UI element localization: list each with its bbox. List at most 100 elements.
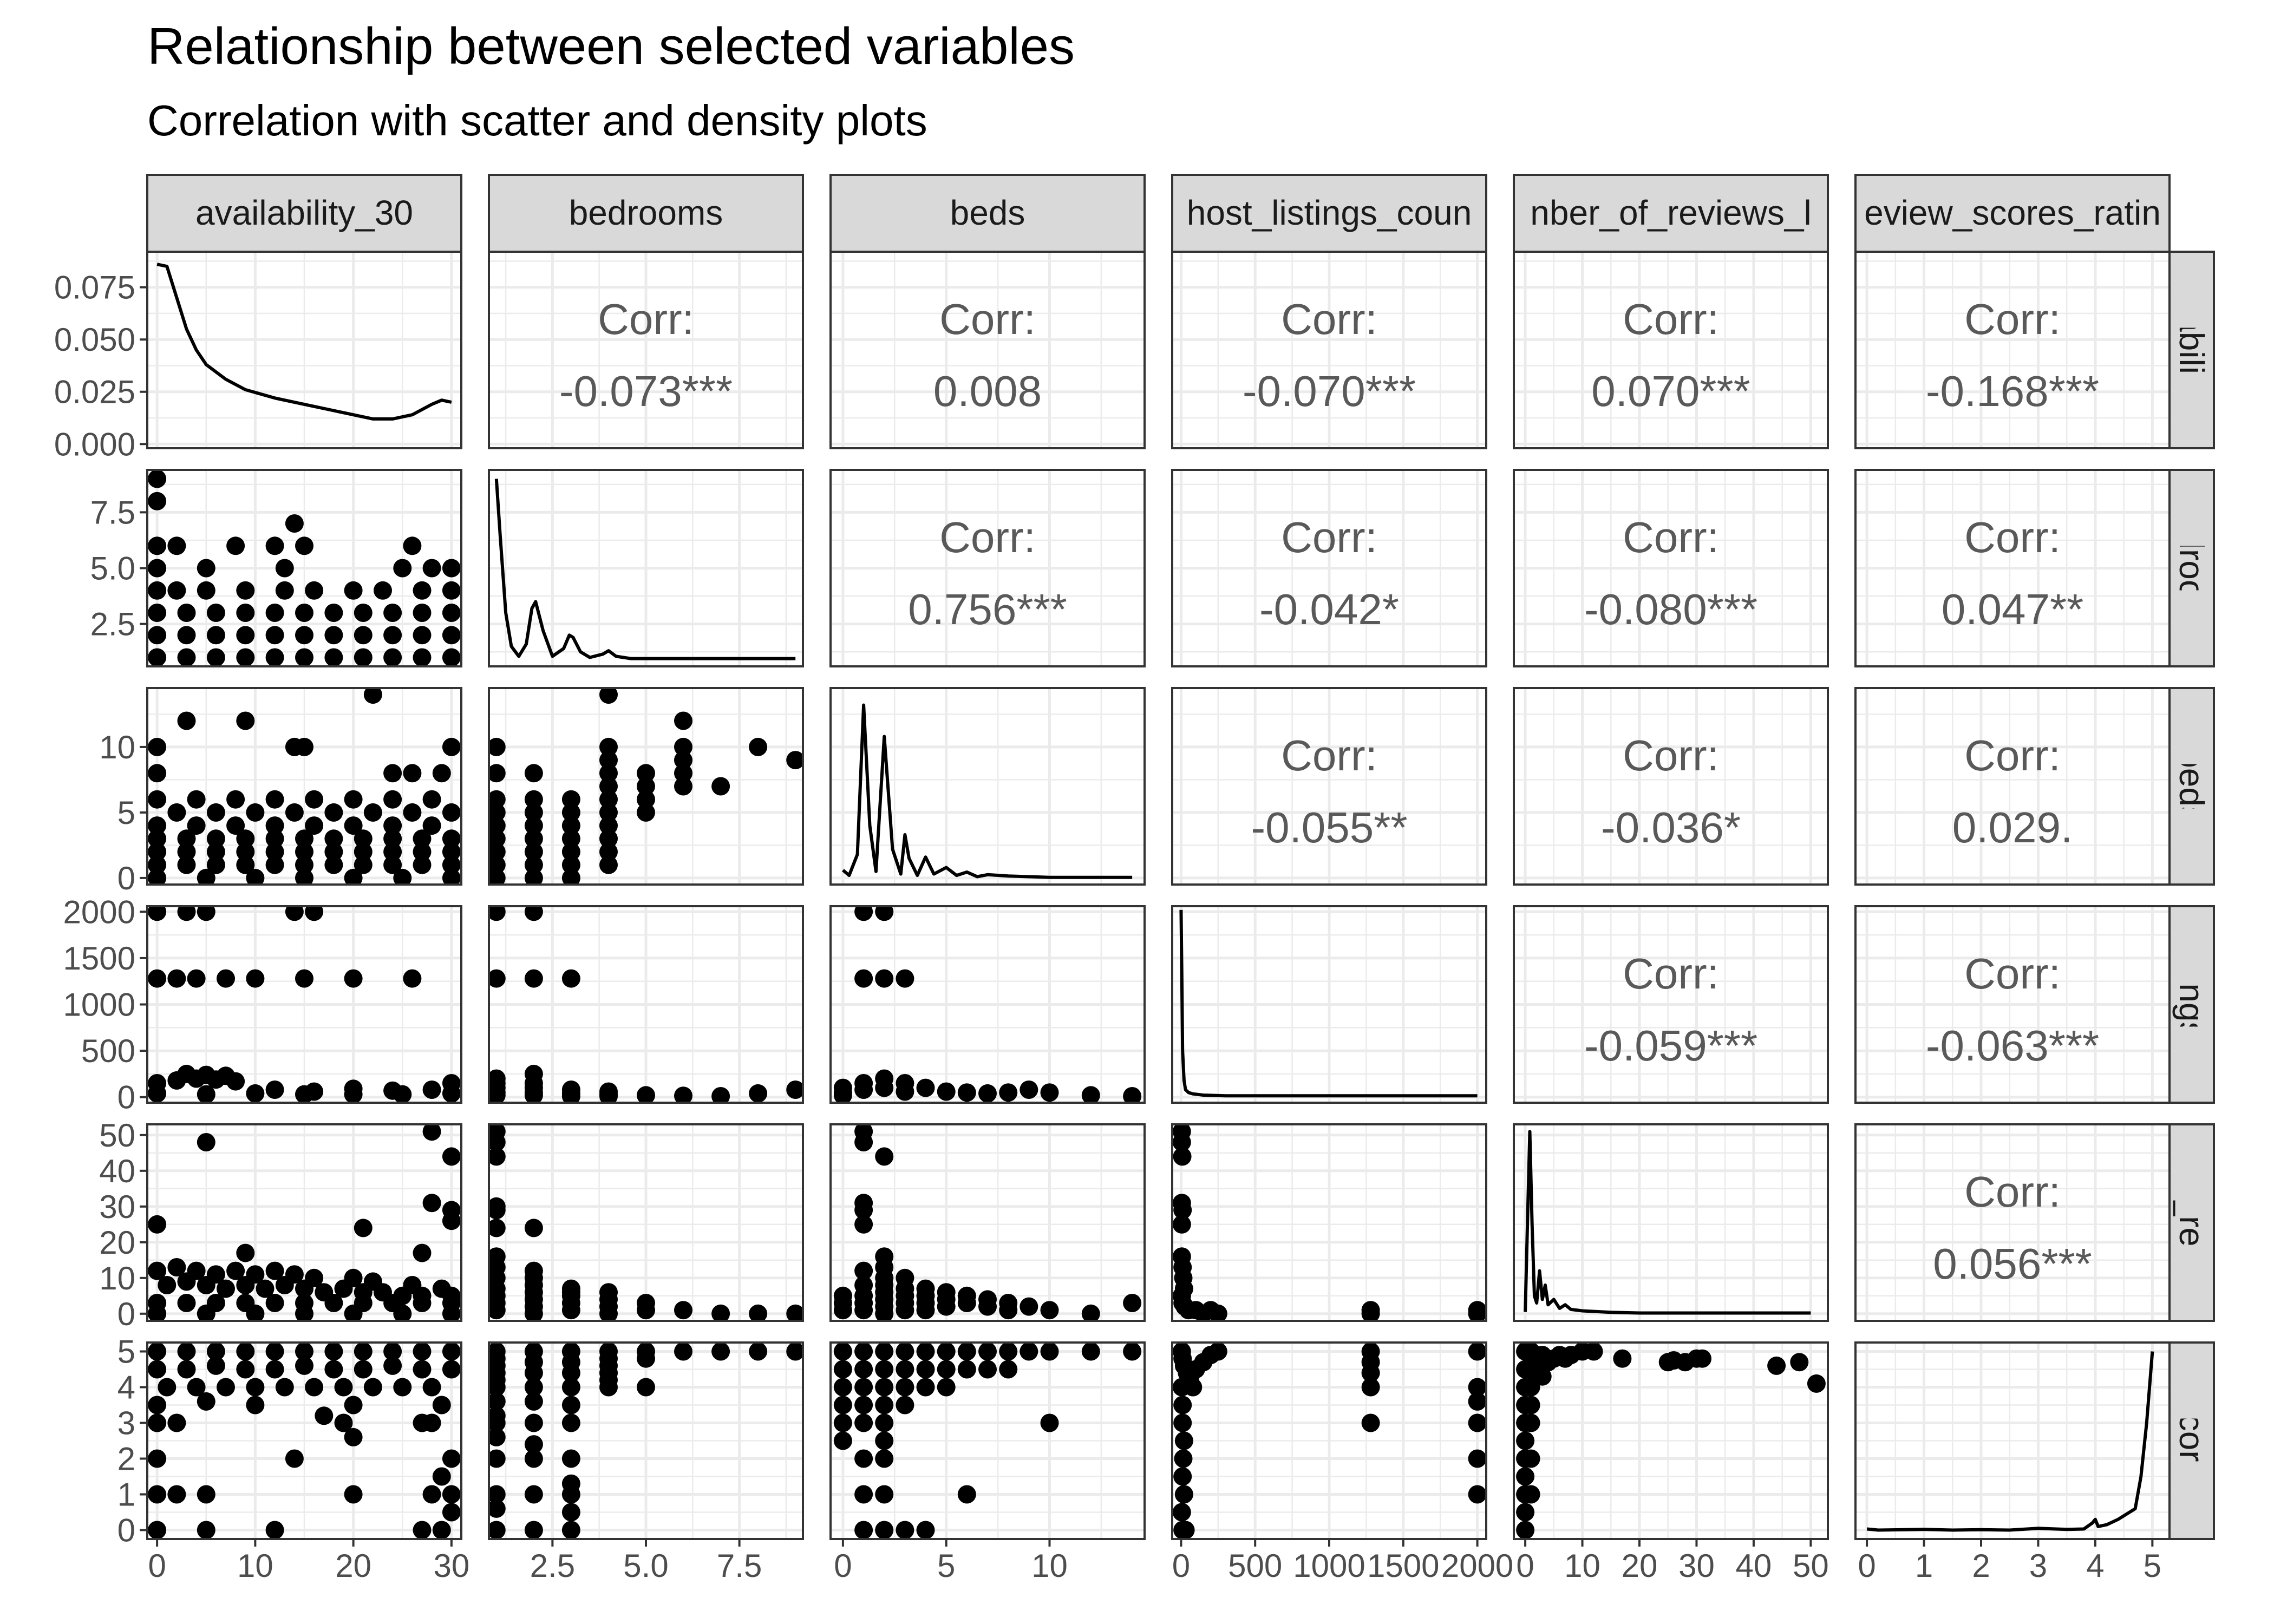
x-axis-5: 0 1 2 3 4 5 [1858,1539,2161,1584]
scatter-point [1040,1301,1059,1320]
scatter-point [422,559,441,578]
scatter-point [786,1081,803,1099]
panel-border [146,251,462,449]
x-tick-label: 2.5 [530,1548,575,1584]
scatter-point [875,969,894,988]
scatter-point [206,803,225,822]
scatter-point [148,816,167,835]
scatter-point [324,648,343,666]
scatter-point [413,842,432,861]
correlation-label: Corr: [1623,949,1719,998]
scatter-point [305,790,324,809]
scatter-point [1123,1294,1142,1312]
scatter-points [148,906,461,1103]
scatter-point [561,1521,580,1539]
panel-grid-lines [1514,906,1828,1103]
scatter-point [305,581,324,600]
scatter-point [833,1301,852,1320]
scatter-point [854,1413,873,1432]
panel-r2-c4: Corr: -0.036* [1513,687,1829,886]
scatter-point [875,1485,894,1504]
panel-border [1854,469,2171,667]
scatter-point [167,536,186,555]
scatter-point [875,1378,894,1397]
scatter-point [177,829,196,848]
scatter-point [937,1082,956,1101]
x-tick-label: 20 [1622,1548,1658,1584]
strip-background [488,174,804,253]
panel-grid: availability_30 bedrooms beds host_listings… [54,174,2215,1584]
scatter-point [1361,1413,1380,1432]
scatter-point [561,829,580,848]
scatter-point [561,855,580,874]
row-strip-label: w_scores_r [2172,1352,2211,1529]
scatter-point [524,1219,543,1237]
scatter-point [875,1449,894,1468]
panel-r2-c2 [829,687,1146,886]
scatter-point [1516,1431,1535,1450]
x-tick-label: 40 [1736,1548,1772,1584]
scatter-point [489,1485,506,1504]
scatter-point [1173,1147,1192,1166]
scatter-point [875,1078,894,1097]
scatter-point [177,1360,196,1379]
scatter-point [148,1084,167,1103]
scatter-point [599,737,618,756]
scatter-point [489,1392,506,1411]
scatter-point [354,1219,373,1237]
scatter-point [148,1304,167,1321]
scatter-point [1584,1343,1603,1361]
scatter-point [265,790,284,809]
scatter-point [265,1261,284,1280]
panel-border [488,905,804,1104]
scatter-point [524,1364,543,1383]
scatter-point [167,1485,186,1504]
scatter-point [599,790,618,809]
scatter-point [875,1360,894,1379]
scatter-point [1208,1304,1227,1321]
correlation-value: 0.056*** [1933,1240,2092,1288]
scatter-point [524,1485,543,1504]
scatter-point [422,1485,441,1504]
scatter-point [148,737,167,756]
y-axis-3: 0 500 1000 1500 2000 [63,894,147,1116]
scatter-point [1790,1353,1809,1372]
strip-background [1171,174,1487,253]
column-strip-4: nber_of_reviews_l [1513,174,1829,253]
scatter-point [226,816,245,835]
scatter-point [442,855,461,874]
scatter-points [489,1343,803,1539]
scatter-point [148,1413,167,1432]
scatter-point [403,803,422,822]
panel-grid-lines [1855,1343,2170,1539]
correlation-label: Corr: [1623,295,1719,343]
scatter-point [422,1124,441,1141]
scatter-point [403,764,422,783]
scatter-point [167,803,186,822]
scatter-point [344,1485,363,1504]
scatter-point [999,1360,1018,1379]
scatter-point [854,1521,873,1539]
scatter-point [148,1521,167,1539]
scatter-point [197,1304,215,1321]
scatter-point [295,1085,313,1103]
x-tick-label: 500 [1228,1548,1282,1584]
column-strip-0: availability_30 [146,174,462,253]
panel-r0-c2: Corr: 0.008 [829,251,1146,449]
scatter-point [875,1413,894,1432]
scatter-point [177,648,196,666]
panel-border [829,251,1146,449]
scatter-point [246,803,265,822]
scatter-point [383,626,402,645]
scatter-point [236,1360,255,1379]
scatter-point [197,1276,215,1294]
scatter-point [524,868,543,885]
scatter-point [674,1301,692,1320]
scatter-point [749,1084,768,1103]
column-strip-5: eview_scores_ratin [1854,174,2171,253]
panel-border [1171,687,1487,886]
scatter-point [422,1378,441,1397]
correlation-label: Corr: [1281,513,1377,561]
y-axis-2: 0 5 10 [99,729,147,896]
